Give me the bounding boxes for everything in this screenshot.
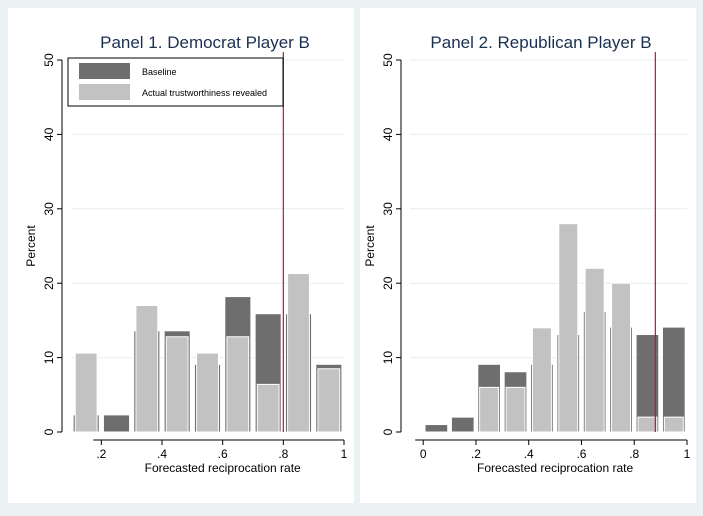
legend: Baseline Actual trustworthiness revealed [67, 57, 284, 107]
x-tick-label: .4 [157, 447, 167, 461]
legend-swatch-revealed [79, 84, 130, 100]
bar-revealed [637, 416, 658, 433]
y-tick-label: 50 [42, 53, 56, 67]
chart-republican: 0 10 20 30 40 50 Percent 0 .2 .4 .6 .8 1 Forecasted r… [363, 33, 691, 475]
y-tick-label: 10 [42, 351, 56, 365]
x-axis-label: Forecasted reciprocation rate [477, 461, 633, 475]
bar-baseline [424, 424, 449, 433]
y-tick-label: 40 [42, 127, 56, 141]
bar-revealed [287, 273, 310, 433]
y-tick-label: 20 [42, 276, 56, 290]
x-tick-label: 1 [341, 447, 348, 461]
bar-baseline [450, 416, 475, 433]
x-tick-label: 1 [684, 447, 691, 461]
x-tick-label: .2 [96, 447, 106, 461]
panel-democrat: 0 10 20 30 40 50 Percent .2 .4 .6 .8 1 Forecasted re… [8, 8, 354, 503]
bar-revealed [317, 368, 341, 433]
y-tick-label: 50 [381, 53, 395, 67]
x-tick-label: .8 [278, 447, 288, 461]
chart-title: Panel 2. Republican Player B [430, 33, 651, 52]
bar-revealed [663, 416, 684, 433]
bar-revealed [256, 383, 280, 433]
bar-revealed [226, 336, 250, 433]
legend-label-revealed: Actual trustworthiness revealed [142, 88, 267, 98]
x-axis-label: Forecasted reciprocation rate [145, 461, 301, 475]
x-tick-label: .6 [218, 447, 228, 461]
bar-revealed [505, 386, 526, 433]
x-tick-label: .8 [629, 447, 639, 461]
x-tick-label: .6 [576, 447, 586, 461]
bar-revealed [165, 336, 189, 433]
y-tick-label: 40 [381, 127, 395, 141]
panel-republican: 0 10 20 30 40 50 Percent 0 .2 .4 .6 .8 1 Forecasted r… [360, 8, 696, 503]
bar-revealed [196, 352, 219, 433]
y-tick-label: 30 [42, 202, 56, 216]
legend-label-baseline: Baseline [142, 67, 177, 77]
bar-baseline [102, 414, 131, 433]
x-tick-label: .4 [524, 447, 534, 461]
bar-revealed [531, 327, 552, 433]
y-tick-label: 0 [42, 428, 56, 435]
y-tick-label: 20 [381, 276, 395, 290]
x-tick-label: 0 [420, 447, 427, 461]
bar-revealed [135, 305, 159, 433]
bar-revealed [74, 352, 98, 433]
bar-revealed [479, 386, 500, 433]
y-tick-label: 30 [381, 202, 395, 216]
bar-baseline [661, 326, 686, 433]
y-tick-label: 0 [381, 428, 395, 435]
bar-revealed [558, 223, 579, 433]
bar-revealed [611, 282, 632, 433]
chart-title: Panel 1. Democrat Player B [100, 33, 310, 52]
y-axis-label: Percent [363, 225, 377, 267]
bar-revealed [584, 267, 605, 433]
y-tick-label: 10 [381, 351, 395, 365]
legend-swatch-baseline [79, 63, 130, 79]
x-tick-label: .2 [471, 447, 481, 461]
y-axis-label: Percent [24, 225, 38, 267]
chart-democrat: 0 10 20 30 40 50 Percent .2 .4 .6 .8 1 Forecasted re… [24, 33, 348, 475]
